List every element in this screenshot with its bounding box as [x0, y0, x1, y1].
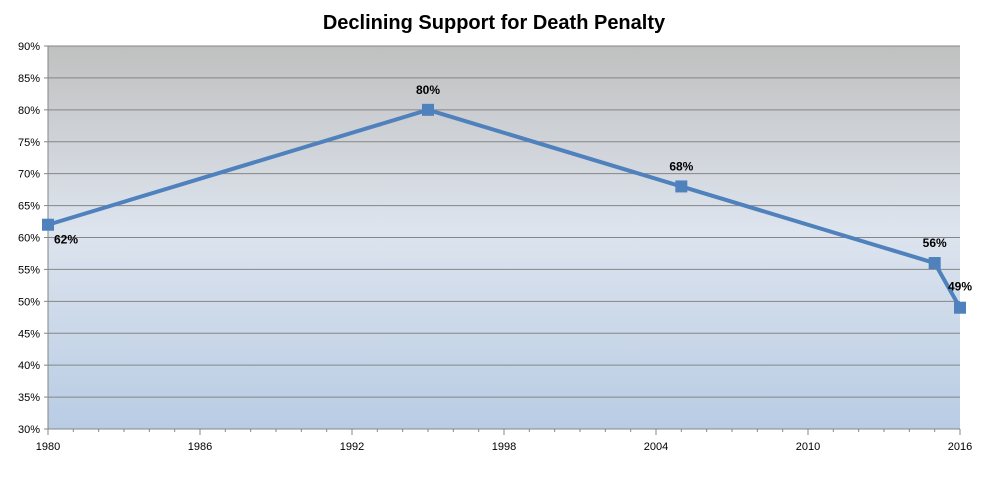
y-tick-label: 70% [18, 169, 40, 181]
data-label: 49% [948, 280, 972, 294]
data-label: 80% [416, 83, 440, 97]
x-tick-label: 1998 [492, 441, 516, 453]
y-tick-label: 50% [18, 296, 40, 308]
y-tick-label: 55% [18, 264, 40, 276]
data-point-marker [675, 180, 688, 193]
data-label: 56% [923, 236, 947, 250]
chart-title: Declining Support for Death Penalty [322, 12, 666, 34]
axes: 30% 35% 40% 45% 50% 55% 60% 65% 70% 75% 80% 85% 90% 1… [18, 41, 972, 453]
x-tick-label: 2010 [796, 441, 820, 453]
y-tick-label: 30% [18, 424, 40, 436]
y-tick-label: 85% [18, 73, 40, 85]
series [42, 103, 966, 314]
y-tick-label: 40% [18, 360, 40, 372]
data-labels: 62% 80% 68% 56% 49% [54, 83, 972, 294]
x-tick-label: 1992 [340, 441, 364, 453]
data-label: 62% [54, 233, 78, 247]
y-tick-label: 35% [18, 392, 40, 404]
y-tick-label: 45% [18, 328, 40, 340]
y-tick-label: 65% [18, 201, 40, 213]
y-tick-label: 75% [18, 137, 40, 149]
data-point-marker [954, 301, 966, 314]
y-tick-label: 60% [18, 233, 40, 245]
x-tick-label: 2004 [644, 441, 668, 453]
x-tick-label: 2016 [948, 441, 972, 453]
data-point-marker [928, 257, 941, 270]
y-tick-label: 90% [18, 41, 40, 53]
y-tick-label: 80% [18, 105, 40, 117]
x-tick-label: 1980 [36, 441, 60, 453]
x-tick-label: 1986 [188, 441, 212, 453]
data-label: 68% [669, 159, 693, 173]
data-point-marker [42, 218, 54, 231]
data-point-marker [422, 103, 434, 116]
